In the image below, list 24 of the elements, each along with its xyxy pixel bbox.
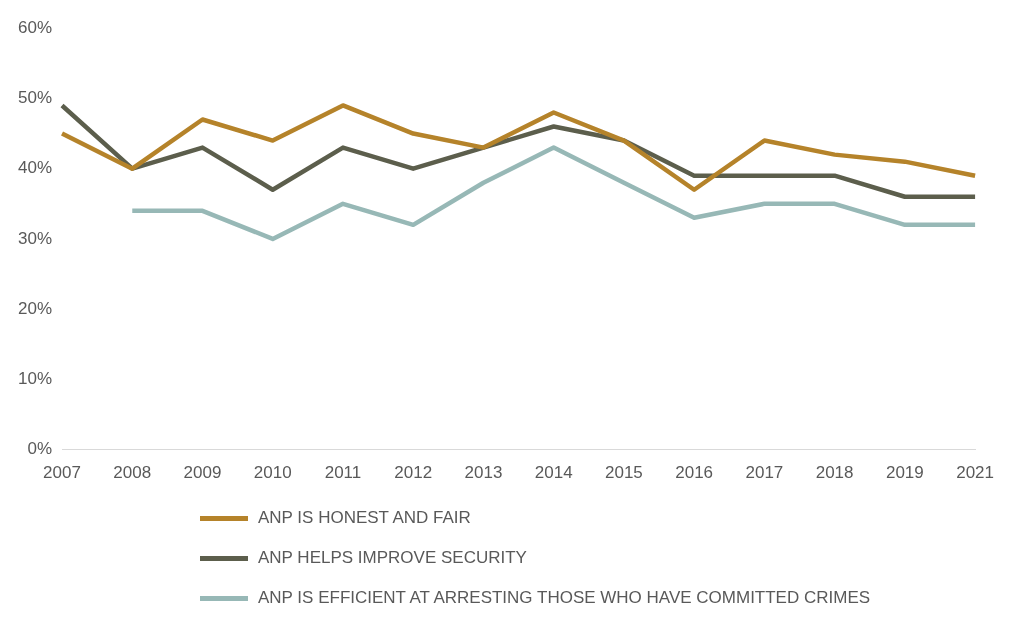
y-tick-label: 60% [17, 17, 53, 37]
legend-label: ANP IS EFFICIENT AT ARRESTING THOSE WHO HAVE COMMITTED CRIMES [258, 588, 871, 608]
y-tick-label: 50% [17, 88, 53, 108]
x-tick-label: 2008 [113, 463, 152, 483]
legend-label: ANP HELPS IMPROVE SECURITY [258, 548, 527, 568]
legend-label: ANP IS HONEST AND FAIR [258, 508, 471, 528]
x-tick-label: 2018 [815, 463, 854, 483]
y-tick-label: 0% [27, 439, 53, 459]
x-tick-label: 2019 [885, 463, 924, 483]
x-tick-label: 2010 [253, 463, 292, 483]
x-tick-label: 2015 [605, 463, 643, 483]
y-tick-label: 40% [17, 158, 53, 178]
x-tick-label: 2012 [394, 463, 433, 483]
x-tick-label: 2013 [464, 463, 503, 483]
y-tick-label: 30% [17, 228, 53, 248]
x-tick-label: 2017 [745, 463, 784, 483]
x-tick-label: 2011 [324, 463, 362, 483]
x-tick-label: 2021 [956, 463, 994, 483]
x-tick-label: 2009 [183, 463, 222, 483]
x-tick-label: 2007 [43, 463, 81, 483]
x-tick-label: 2016 [675, 463, 714, 483]
y-tick-label: 10% [17, 369, 53, 389]
x-tick-label: 2014 [534, 463, 573, 483]
y-tick-label: 20% [17, 298, 53, 318]
